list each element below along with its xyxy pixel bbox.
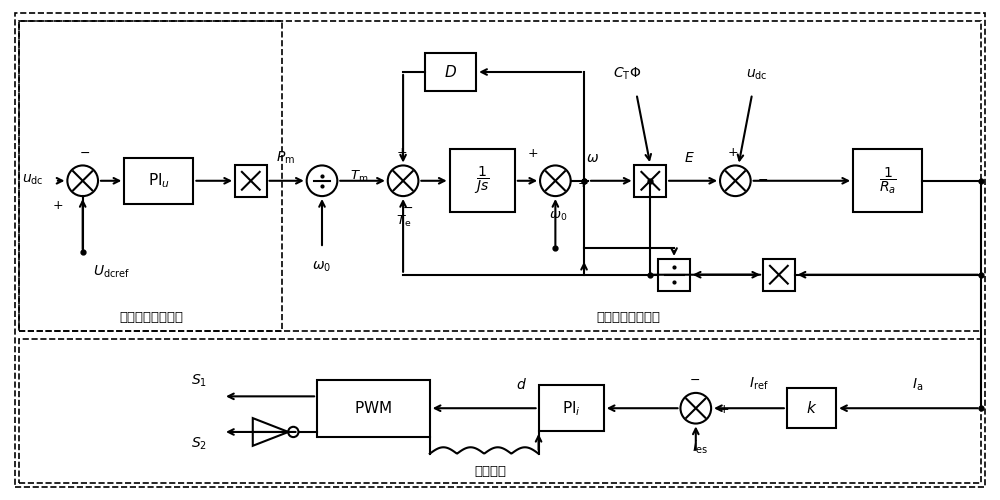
Bar xyxy=(124,158,193,204)
Text: $I_{\rm a}$: $I_{\rm a}$ xyxy=(912,377,923,394)
Text: $S_2$: $S_2$ xyxy=(191,436,207,452)
Text: $+$: $+$ xyxy=(396,146,407,158)
Bar xyxy=(539,386,604,431)
Text: $+$: $+$ xyxy=(52,199,63,212)
Text: $I_{\rm ref}$: $I_{\rm ref}$ xyxy=(749,376,769,392)
Circle shape xyxy=(288,427,298,437)
Bar xyxy=(450,149,515,212)
Polygon shape xyxy=(253,418,288,446)
Bar xyxy=(19,339,981,484)
Text: $+$: $+$ xyxy=(727,146,738,158)
Circle shape xyxy=(680,393,711,424)
Text: ${\rm PI}_i$: ${\rm PI}_i$ xyxy=(562,399,581,417)
Circle shape xyxy=(307,166,337,196)
Text: 电流控制: 电流控制 xyxy=(474,465,506,478)
Text: $d$: $d$ xyxy=(516,378,527,392)
Bar xyxy=(658,259,690,290)
Text: $\dfrac{1}{R_a}$: $\dfrac{1}{R_a}$ xyxy=(879,166,897,196)
Text: $i_{\rm es}$: $i_{\rm es}$ xyxy=(692,438,708,456)
Circle shape xyxy=(388,166,418,196)
Text: $+$: $+$ xyxy=(577,178,588,190)
Text: $E$: $E$ xyxy=(684,151,695,165)
Text: $\omega_0$: $\omega_0$ xyxy=(549,210,568,223)
Text: $-$: $-$ xyxy=(757,172,768,186)
Circle shape xyxy=(720,166,751,196)
Text: $U_{\rm dcref}$: $U_{\rm dcref}$ xyxy=(93,264,130,280)
Bar xyxy=(235,165,267,196)
Text: $\omega_0$: $\omega_0$ xyxy=(312,260,332,274)
Bar xyxy=(787,388,836,428)
Text: 虚拟直流电机控制: 虚拟直流电机控制 xyxy=(597,310,661,324)
Text: ${\rm PI}_u$: ${\rm PI}_u$ xyxy=(148,172,170,190)
Bar xyxy=(853,149,922,212)
Text: $T_{\rm m}$: $T_{\rm m}$ xyxy=(350,170,368,184)
Bar xyxy=(317,380,430,437)
Bar xyxy=(634,165,666,196)
Bar xyxy=(763,259,795,290)
Text: $\dfrac{1}{Js}$: $\dfrac{1}{Js}$ xyxy=(474,165,490,196)
Circle shape xyxy=(540,166,571,196)
Bar xyxy=(425,53,476,91)
Text: $k$: $k$ xyxy=(806,400,817,416)
Text: $-$: $-$ xyxy=(689,373,700,386)
Text: ${\rm PWM}$: ${\rm PWM}$ xyxy=(354,400,392,416)
Text: $+$: $+$ xyxy=(718,404,729,416)
Text: $+$: $+$ xyxy=(527,146,538,160)
Text: 直流母线电压控制: 直流母线电压控制 xyxy=(119,310,183,324)
Text: $-$: $-$ xyxy=(402,201,413,214)
Text: $P_{\rm m}$: $P_{\rm m}$ xyxy=(276,150,295,166)
Bar xyxy=(19,20,282,331)
Text: $u_{\rm dc}$: $u_{\rm dc}$ xyxy=(22,172,44,187)
Text: $-$: $-$ xyxy=(79,146,90,158)
Bar xyxy=(19,20,981,331)
Text: $C_{\rm T}\Phi$: $C_{\rm T}\Phi$ xyxy=(613,66,641,82)
Circle shape xyxy=(67,166,98,196)
Text: $D$: $D$ xyxy=(444,64,457,80)
Text: $S_1$: $S_1$ xyxy=(191,373,207,390)
Text: $T_{\rm e}$: $T_{\rm e}$ xyxy=(396,214,412,229)
Text: $u_{\rm dc}$: $u_{\rm dc}$ xyxy=(746,68,768,82)
Text: $\omega$: $\omega$ xyxy=(586,151,599,165)
